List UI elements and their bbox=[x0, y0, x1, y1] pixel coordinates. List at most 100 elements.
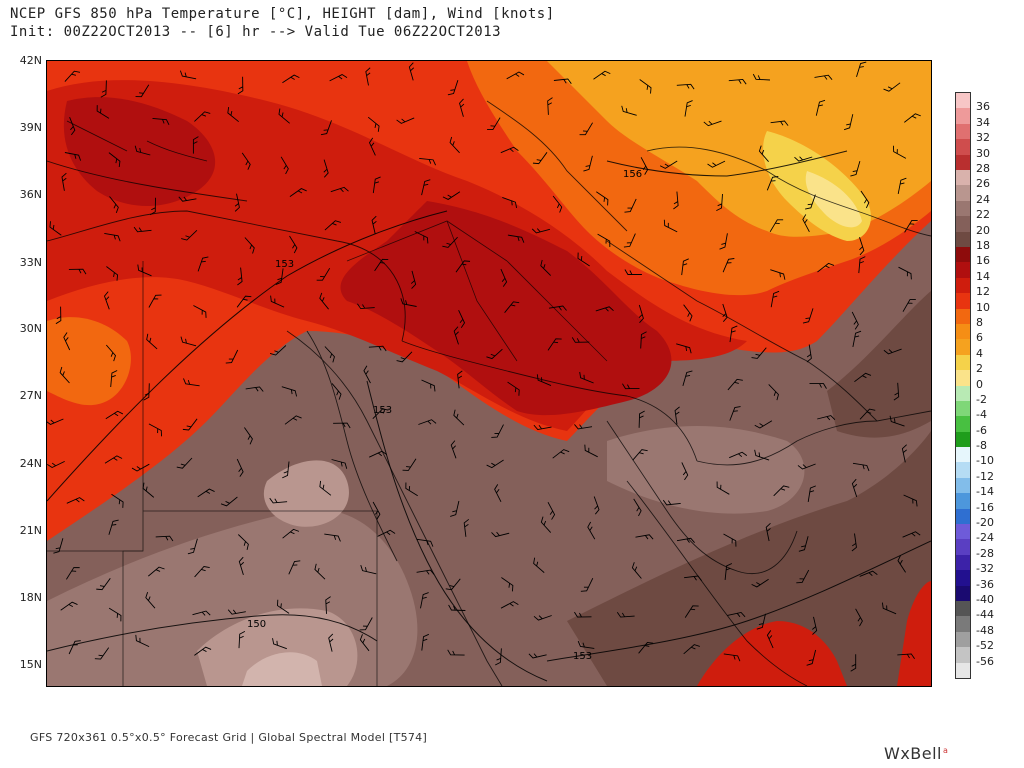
colorbar-cell bbox=[956, 385, 970, 402]
wind-barb bbox=[49, 221, 62, 236]
wind-barb bbox=[577, 252, 590, 267]
wind-barb bbox=[111, 493, 124, 508]
wind-barb bbox=[684, 100, 693, 117]
colorbar-cell bbox=[956, 123, 970, 140]
colorbar-label: -2 bbox=[976, 392, 987, 406]
colorbar-label: -6 bbox=[976, 423, 987, 437]
wind-barb bbox=[533, 557, 545, 573]
wind-barb bbox=[281, 386, 298, 397]
wind-barb bbox=[817, 415, 836, 421]
colorbar-cell bbox=[956, 447, 970, 463]
wind-barb bbox=[806, 344, 812, 363]
wind-barb bbox=[442, 191, 461, 200]
wind-barb bbox=[571, 337, 590, 343]
wind-barb bbox=[622, 383, 640, 390]
wind-barb bbox=[458, 310, 466, 328]
wind-barb bbox=[552, 195, 563, 213]
wind-barb bbox=[540, 259, 552, 276]
wind-barb bbox=[624, 198, 637, 213]
colorbar-label: -20 bbox=[976, 516, 994, 530]
wind-barb bbox=[109, 196, 119, 214]
wind-barb bbox=[858, 256, 866, 274]
wind-barb bbox=[447, 80, 459, 96]
wind-barb bbox=[684, 605, 699, 618]
wind-barb bbox=[500, 601, 519, 609]
wind-barb bbox=[288, 560, 301, 575]
temp-band-red-south bbox=[697, 621, 847, 686]
contour-label-153-redsea: 153 bbox=[373, 405, 392, 416]
wind-barb bbox=[368, 137, 376, 156]
wind-barb bbox=[631, 562, 642, 579]
wind-barb bbox=[374, 258, 389, 272]
wind-barb bbox=[486, 348, 503, 360]
wind-barb bbox=[766, 175, 779, 191]
wind-barb bbox=[280, 156, 289, 175]
wind-barb bbox=[491, 424, 504, 438]
wind-barb bbox=[324, 533, 341, 542]
wind-barb bbox=[181, 229, 198, 241]
colorbar-cell bbox=[956, 631, 970, 648]
colorbar-cell bbox=[956, 339, 970, 356]
wind-barb bbox=[282, 528, 300, 539]
temperature-colorbar bbox=[955, 92, 971, 679]
wind-barb bbox=[491, 531, 510, 538]
wind-barb bbox=[421, 379, 436, 392]
wind-barb bbox=[241, 152, 251, 170]
wind-barb bbox=[59, 366, 70, 384]
colorbar-label: 34 bbox=[976, 115, 990, 129]
colorbar-label: 22 bbox=[976, 208, 990, 222]
wind-barb bbox=[663, 219, 678, 233]
wind-barb bbox=[897, 555, 906, 573]
wind-barb bbox=[674, 406, 680, 425]
colorbar-label: 0 bbox=[976, 377, 983, 391]
wind-barb bbox=[579, 122, 593, 136]
wind-barb bbox=[269, 497, 288, 504]
wind-barb bbox=[727, 611, 746, 618]
wind-barb bbox=[638, 410, 645, 428]
wind-barb bbox=[277, 599, 290, 614]
wind-barb bbox=[402, 458, 417, 471]
wind-barb bbox=[798, 536, 809, 552]
wind-barb bbox=[533, 615, 552, 621]
temp-band-brown-dark bbox=[567, 431, 931, 686]
colorbar-label: 28 bbox=[976, 161, 990, 175]
wind-barb bbox=[728, 79, 747, 85]
wind-barb bbox=[676, 343, 692, 354]
wind-barb bbox=[146, 333, 158, 350]
wind-barb bbox=[855, 608, 863, 627]
colorbar-cell bbox=[956, 462, 970, 479]
colorbar-cell bbox=[956, 293, 970, 310]
colorbar-label: -4 bbox=[976, 408, 987, 422]
lat-label-15n: 15N bbox=[10, 658, 50, 671]
wind-barb bbox=[359, 617, 373, 631]
wind-barb bbox=[278, 108, 290, 124]
wind-barb bbox=[770, 269, 786, 280]
lat-label-33n: 33N bbox=[10, 256, 50, 269]
wind-barb bbox=[681, 462, 689, 481]
colorbar-cell bbox=[956, 570, 970, 587]
wind-barb bbox=[758, 145, 769, 162]
wind-barb bbox=[319, 292, 329, 310]
contour-label-156: 156 bbox=[623, 169, 642, 180]
wind-barb bbox=[100, 80, 107, 98]
colorbar-cell bbox=[956, 662, 970, 679]
colorbar-label: 32 bbox=[976, 131, 990, 145]
wind-barb bbox=[633, 498, 642, 517]
wind-barb bbox=[504, 301, 520, 313]
temp-band-brown-dark-east bbox=[827, 291, 931, 438]
wind-barb bbox=[502, 196, 518, 208]
wind-barb bbox=[64, 70, 81, 82]
colorbar-label: 20 bbox=[976, 223, 990, 237]
wind-barb bbox=[500, 146, 519, 154]
lat-label-30n: 30N bbox=[10, 322, 50, 335]
wind-barb bbox=[495, 648, 502, 666]
colorbar-cell bbox=[956, 508, 970, 525]
wind-barb bbox=[898, 266, 912, 280]
wind-barb bbox=[584, 444, 598, 458]
wind-barb bbox=[396, 351, 413, 363]
colorbar-cell bbox=[956, 400, 970, 417]
wind-barb bbox=[176, 457, 193, 469]
wind-barb bbox=[850, 160, 861, 177]
colorbar-label: -8 bbox=[976, 439, 987, 453]
colorbar-cell bbox=[956, 308, 970, 325]
